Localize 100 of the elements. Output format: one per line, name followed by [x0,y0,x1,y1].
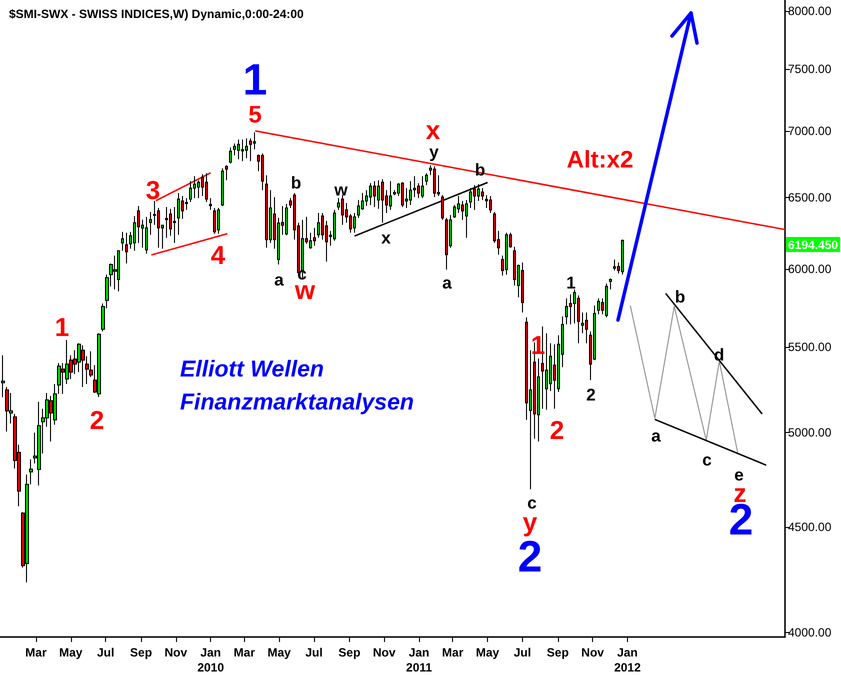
y-tick-label: 7000.00 [788,124,832,138]
candlestick [145,216,148,254]
candlestick [165,206,168,238]
candlestick [5,386,9,432]
candlestick [425,172,428,186]
annotation: 4 [210,240,226,270]
x-tick-label: Nov [372,646,396,660]
candlestick [237,138,240,160]
candlestick [261,152,264,191]
candlestick [585,312,588,344]
annotation: a [651,426,662,446]
candlestick [209,198,212,210]
text: $SMI-SWX - SWISS INDICES,W) Dynamic,0:00-24:00 [9,7,304,21]
candlestick [441,194,444,220]
candlestick [565,298,568,325]
candlestick [229,147,232,164]
annotation: Elliott Wellen [180,356,324,382]
annotation: 2 [90,405,104,435]
candlestick [605,282,608,318]
x-tick-label: Jan 2010 [197,646,224,674]
annotation: 2 [550,415,564,445]
candlestick [317,212,320,238]
x-tick-label: Jan 2011 [406,646,432,674]
candlestick [469,188,472,208]
candlestick [213,207,216,234]
x-tick-label: Nov [581,646,604,660]
candlestick [205,172,208,202]
candlestick [445,217,448,270]
x-tick-label: Jul [305,646,323,660]
y-tick-label: 5500.00 [788,340,832,354]
annotation: a [274,270,284,290]
candlestick [353,212,356,234]
annotation: c [527,494,537,512]
candlestick [37,401,41,486]
candlestick [1,354,5,398]
candlestick [569,294,572,325]
candlestick [489,196,492,214]
candlestick [81,344,85,388]
y-tick-label: 6000.00 [788,262,832,276]
y-tick-label: 6500.00 [788,190,832,204]
annotation: 1 [566,274,576,292]
candlestick [341,194,344,226]
candlestick [221,168,224,207]
y-tick-label: 8000.00 [788,4,832,18]
candlestick [473,184,476,210]
x-tick-label: Sep [338,646,360,660]
y-tick-label: 4000.00 [788,626,832,640]
candlestick [285,203,288,236]
candlestick [401,182,404,208]
text: 6194.450 [788,238,838,252]
annotation: y [429,142,440,162]
candlestick [369,182,372,206]
candlestick [521,262,524,313]
candlestick [149,212,152,236]
x-tick-label: Sep [130,646,152,660]
candlestick [613,259,616,272]
candlestick [433,166,436,198]
candlestick [173,206,176,244]
annotation: 5 [248,102,262,128]
candlestick [481,188,484,201]
candlestick [465,200,468,238]
candlestick [97,332,101,398]
y-tick-label: 5000.00 [788,425,832,440]
y-tick-label: 7500.00 [788,62,832,76]
candlestick [609,278,612,290]
candlestick [621,239,624,276]
x-tick-label: Nov [164,646,188,660]
x-tick-label: May [476,646,500,660]
candlestick [121,231,124,252]
annotation: 1 [54,312,70,342]
candlestick [245,138,248,159]
annotation: x [381,228,392,248]
candlestick [117,250,120,292]
x-tick-label: Mar [234,646,256,660]
candlestick [177,192,180,236]
candlestick [233,142,236,156]
candlestick [265,174,268,248]
candlestick [225,164,228,181]
x-tick-label: Jul [514,646,532,660]
candlestick [125,232,128,264]
candlestick [241,138,244,162]
annotation: 2 [586,386,596,404]
candlestick [597,298,600,315]
annotation: Finanzmarktanalysen [180,388,414,414]
candlestick [193,176,196,199]
candlestick [389,180,392,210]
annotation: 3 [146,175,160,205]
x-tick-label: May [59,646,83,660]
x-tick-label: Jul [96,646,114,660]
annotation: w [333,180,348,200]
candlestick [333,209,336,242]
annotation: Alt:x2 [566,146,634,174]
x-tick-label: Mar [442,646,464,660]
candlestick [505,232,508,276]
candlestick [313,227,316,246]
annotation: b [674,288,686,306]
annotation: a [442,274,452,292]
annotation: b [290,174,302,192]
x-tick-label: Sep [546,646,569,660]
line-series [630,304,738,453]
